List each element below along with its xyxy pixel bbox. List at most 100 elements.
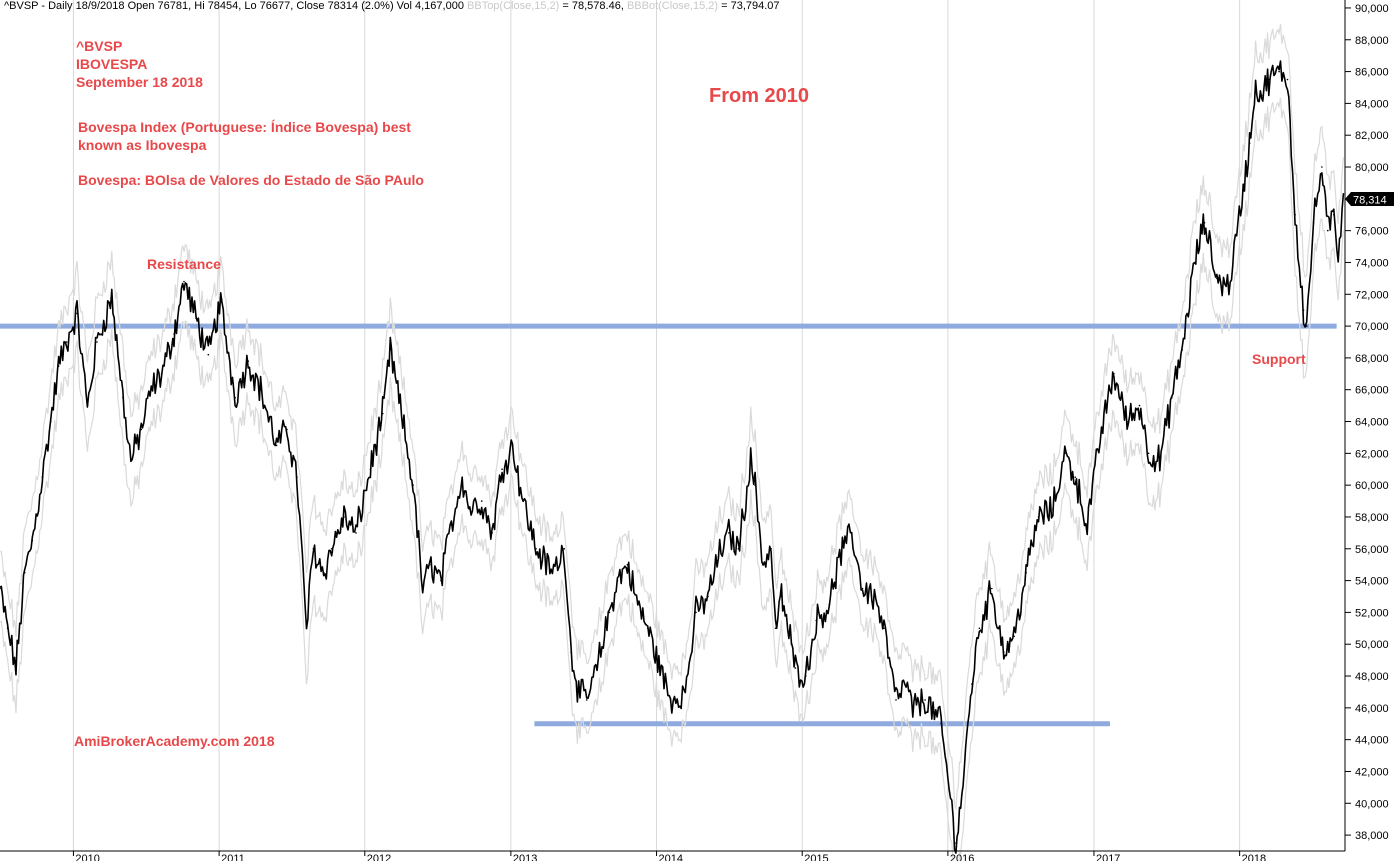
y-tick-label: 52,000	[1355, 607, 1389, 619]
y-tick-label: 38,000	[1355, 830, 1389, 842]
y-axis: 38,000 40,000 42,000 44,000 46,000 48,000 50,0…	[1344, 0, 1389, 851]
y-tick-label: 64,000	[1355, 417, 1389, 429]
annotation-description-line2: known as Ibovespa	[78, 137, 207, 153]
price-point	[1203, 221, 1206, 224]
price-point	[1159, 460, 1161, 463]
price-point	[23, 571, 26, 574]
price-point	[140, 428, 143, 431]
annotation-date: September 18 2018	[76, 74, 203, 90]
price-point	[1037, 516, 1040, 518]
price-point	[421, 587, 424, 590]
price-point	[1305, 325, 1308, 327]
price-point	[669, 699, 672, 701]
price-tag-box	[1345, 192, 1394, 206]
price-point	[780, 595, 783, 598]
price-point	[1086, 524, 1088, 526]
y-tick-label: 76,000	[1355, 226, 1389, 238]
header-bbtop-value: = 78,578.46,	[562, 0, 624, 12]
price-point	[461, 476, 464, 479]
price-point	[1228, 285, 1230, 288]
price-point	[322, 571, 325, 574]
price-point	[1138, 404, 1141, 407]
price-point	[1327, 229, 1329, 232]
price-point	[401, 420, 404, 423]
price-point	[1302, 309, 1305, 312]
price-point	[749, 460, 752, 463]
price-point	[1321, 166, 1323, 168]
x-tick-label: 2016	[950, 853, 974, 861]
price-point	[570, 651, 572, 653]
price-point	[511, 444, 514, 447]
year-gridlines	[72, 0, 1241, 851]
price-point	[1268, 78, 1270, 81]
price-point	[450, 524, 453, 526]
price-point	[219, 301, 222, 304]
support-resistance-lines	[0, 323, 1337, 727]
price-point	[961, 794, 963, 797]
price-point	[717, 555, 720, 558]
price-point	[501, 468, 503, 471]
price-point	[790, 643, 793, 645]
price-point	[626, 563, 629, 566]
price-point	[940, 722, 942, 725]
price-point	[41, 476, 44, 479]
x-tick-label: 2017	[1096, 853, 1120, 861]
y-tick-label: 82,000	[1355, 130, 1389, 142]
price-point	[96, 341, 98, 343]
price-point	[440, 579, 442, 582]
price-point	[1126, 420, 1128, 423]
y-tick-label: 46,000	[1355, 703, 1389, 715]
price-point	[1100, 428, 1103, 431]
header-bbbot-label: BBBot(Close,15,2)	[626, 0, 719, 12]
price-point	[1278, 70, 1280, 73]
price-point	[1342, 193, 1345, 195]
y-tick-label: 74,000	[1355, 257, 1389, 269]
price-point	[924, 699, 926, 701]
price-point	[1064, 452, 1066, 455]
price-point	[173, 333, 175, 335]
price-point	[195, 317, 197, 319]
header-bbbot-value: = 73,794.07	[721, 0, 780, 12]
x-axis: 2010 2011 2012 2013 2014 2015 2016 2017 2018	[0, 850, 1345, 861]
price-point	[381, 412, 384, 415]
price-point	[355, 532, 357, 534]
price-point	[480, 500, 483, 502]
price-point	[861, 587, 864, 590]
header-bbtop-label: BBTop(Close,15,2)	[467, 0, 560, 12]
y-tick-label: 70,000	[1355, 321, 1389, 333]
header-symbol-line: ^BVSP - Daily 18/9/2018 Open 76781, Hi 7…	[4, 0, 464, 12]
y-tick-label: 90,000	[1355, 3, 1389, 15]
price-point	[1025, 571, 1027, 574]
price-point	[774, 627, 777, 630]
price-point	[343, 516, 345, 518]
y-tick-label: 44,000	[1355, 735, 1389, 747]
price-point	[535, 548, 537, 550]
price-point	[904, 683, 906, 685]
y-tick-label: 68,000	[1355, 353, 1389, 365]
price-point	[563, 548, 566, 550]
y-tick-label: 58,000	[1355, 512, 1389, 524]
price-point	[286, 428, 288, 431]
y-tick-label: 72,000	[1355, 289, 1389, 301]
price-line	[0, 60, 1345, 854]
price-point	[305, 627, 308, 630]
price-point	[585, 699, 588, 701]
bollinger-lower	[0, 97, 1344, 861]
price-point	[616, 579, 619, 582]
price-point	[991, 587, 993, 590]
x-tick-label: 2012	[367, 853, 391, 861]
x-tick-label: 2014	[659, 853, 683, 861]
price-point	[1254, 86, 1257, 89]
price-point	[1181, 349, 1183, 351]
price-point	[469, 508, 471, 510]
annotation-name: IBOVESPA	[76, 56, 148, 72]
annotation-acronym: Bovespa: BOlsa de Valores do Estado de S…	[78, 172, 424, 188]
last-price-tag: 78,314	[1345, 192, 1394, 207]
y-tick-label: 60,000	[1355, 480, 1389, 492]
y-tick-label: 42,000	[1355, 766, 1389, 778]
price-point	[296, 476, 298, 479]
price-point	[330, 548, 333, 550]
annotation-support: Support	[1252, 351, 1306, 367]
price-point	[1003, 651, 1005, 653]
